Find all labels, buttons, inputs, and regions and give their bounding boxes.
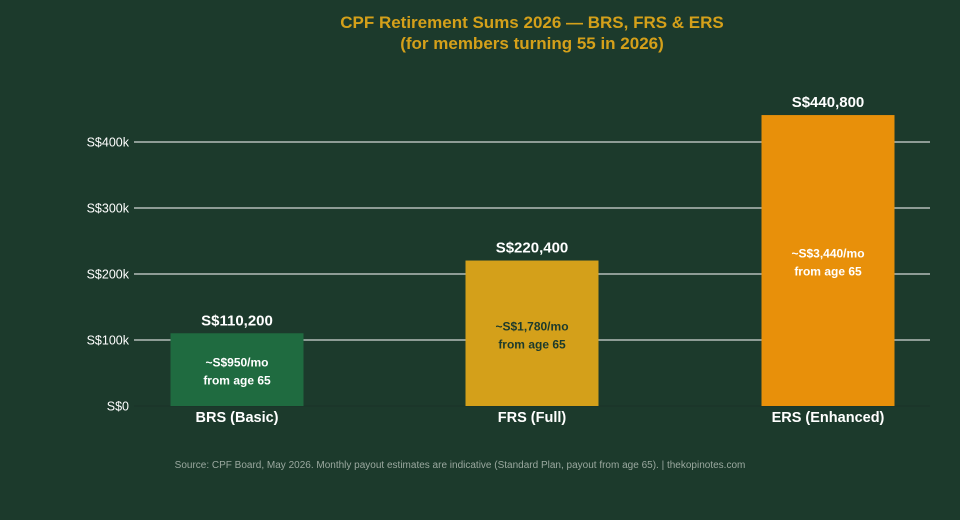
bar-payout-age-label: from age 65 (794, 265, 862, 279)
x-tick-label: FRS (Full) (498, 410, 567, 426)
y-tick-label: S$100k (87, 334, 130, 348)
bar-value-label: S$440,800 (792, 94, 865, 111)
bar-payout-age-label: from age 65 (498, 337, 566, 351)
y-tick-label: S$200k (87, 268, 130, 282)
source-note: Source: CPF Board, May 2026. Monthly pay… (175, 460, 746, 471)
bar-payout-label: ~S$1,780/mo (495, 319, 568, 333)
bar-value-label: S$220,400 (496, 240, 569, 257)
bar (465, 260, 599, 406)
x-axis-ticks: BRS (Basic) FRS (Full) ERS (Enhanced) (196, 410, 885, 426)
bar (761, 115, 895, 407)
x-tick-label: BRS (Basic) (196, 410, 279, 426)
bars: S$110,200 ~S$950/mo from age 65 S$220,400 ~S… (170, 94, 895, 407)
bar-payout-label: ~S$950/mo (205, 356, 268, 370)
x-tick-label: ERS (Enhanced) (772, 410, 885, 426)
chart-subtitle: (for members turning 55 in 2026) (400, 34, 664, 53)
bar-payout-label: ~S$3,440/mo (791, 247, 864, 261)
bar-payout-age-label: from age 65 (203, 374, 271, 388)
y-axis-ticks: S$0 S$100k S$200k S$300k S$400k (87, 136, 130, 414)
y-tick-label: S$0 (107, 400, 129, 414)
bar-value-label: S$110,200 (201, 312, 273, 329)
y-tick-label: S$400k (87, 136, 130, 150)
y-tick-label: S$300k (87, 202, 130, 216)
bar (170, 333, 304, 406)
chart-title: CPF Retirement Sums 2026 — BRS, FRS & ER… (340, 13, 724, 32)
